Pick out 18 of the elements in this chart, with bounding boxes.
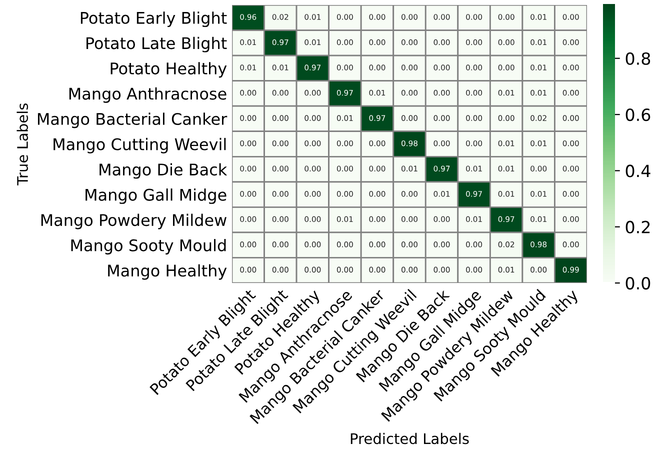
y-tick-label: Mango Die Back (100, 163, 228, 179)
color-bar-label: 0.0 (626, 276, 650, 290)
color-bar-label: 0.2 (626, 220, 650, 234)
color-bar-label: 0.6 (626, 108, 650, 122)
y-tick-label: Mango Bacterial Canker (38, 112, 228, 128)
y-tick-label: Mango Sooty Mould (71, 239, 226, 254)
y-axis-title: True Labels (16, 103, 28, 186)
color-bar-label: 0.8 (626, 52, 650, 65)
color-bar-label: 0.4 (626, 164, 650, 178)
y-tick-label: Potato Late Blight (86, 36, 227, 52)
y-tick-label: Mango Cutting Weevil (54, 138, 226, 154)
x-axis-title: Predicted Labels (350, 432, 469, 444)
y-tick-label: Mango Healthy (108, 264, 227, 280)
y-tick-label: Mango Gall Midge (86, 188, 226, 204)
y-tick-label: Potato Healthy (110, 62, 227, 78)
y-tick-label: Mango Anthracnose (69, 87, 226, 103)
y-tick-label: Mango Powdery Mildew (41, 214, 226, 230)
y-tick-label: Potato Early Blight (80, 12, 227, 28)
